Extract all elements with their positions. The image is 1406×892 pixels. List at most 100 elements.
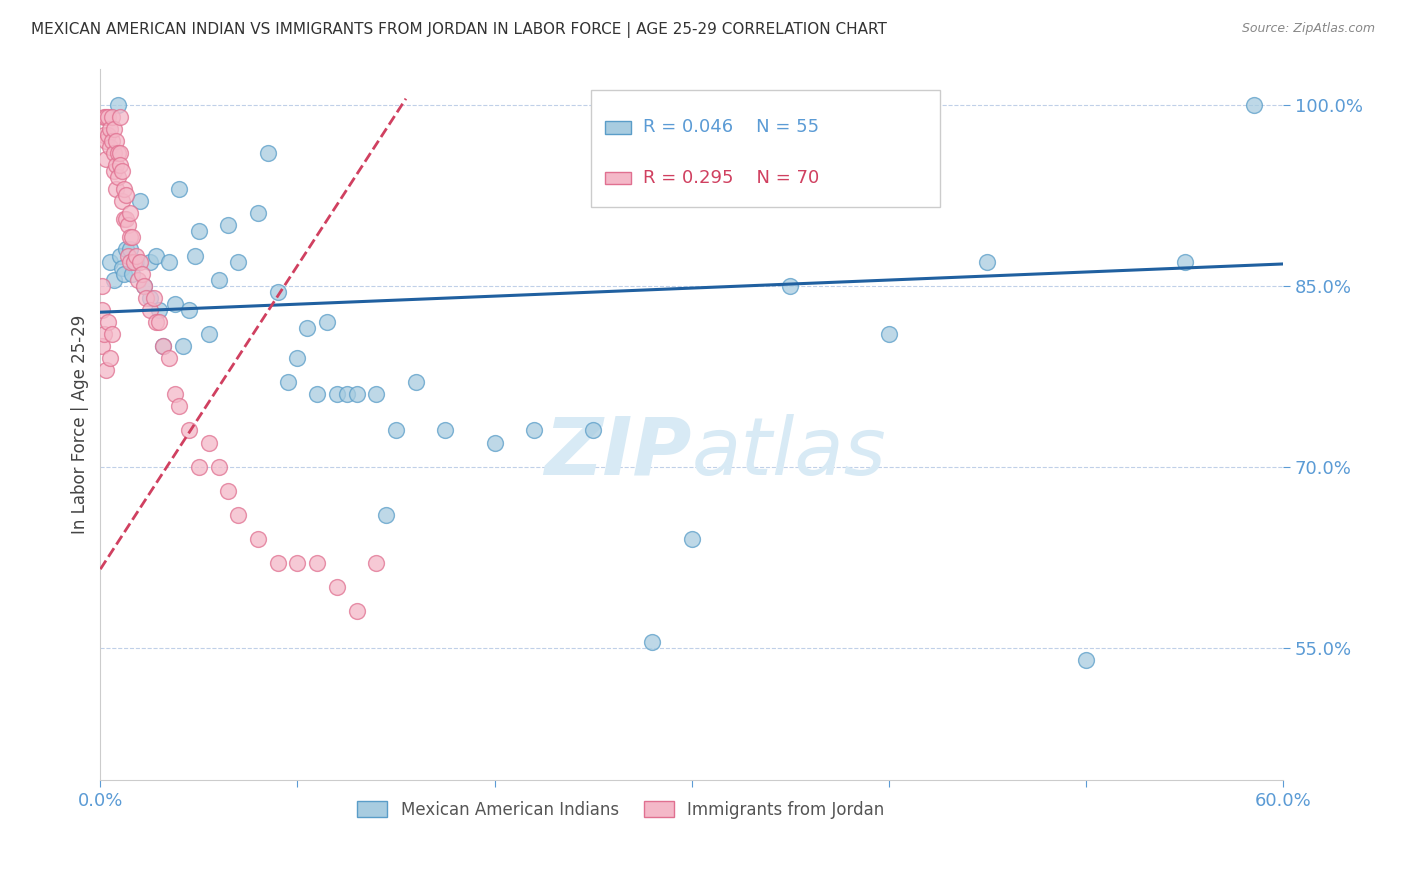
Point	[247, 532, 270, 546]
Point	[112, 212, 135, 227]
Point	[125, 254, 148, 268]
Point	[165, 297, 187, 311]
Point	[117, 219, 139, 233]
Point	[177, 302, 200, 317]
Point	[267, 285, 290, 299]
Point	[307, 556, 329, 570]
Point	[108, 158, 131, 172]
Point	[91, 339, 114, 353]
Point	[108, 145, 131, 160]
Point	[93, 128, 115, 142]
Point	[1173, 254, 1195, 268]
Point	[307, 387, 329, 401]
Point	[115, 243, 138, 257]
Text: R = 0.046    N = 55: R = 0.046 N = 55	[643, 119, 820, 136]
Point	[131, 267, 153, 281]
Point	[247, 206, 270, 220]
Point	[779, 278, 801, 293]
Point	[135, 291, 157, 305]
Point	[132, 278, 155, 293]
Point	[112, 182, 135, 196]
Point	[96, 110, 118, 124]
Point	[641, 634, 664, 648]
Point	[218, 219, 240, 233]
Point	[121, 230, 143, 244]
Point	[105, 158, 128, 172]
Text: Source: ZipAtlas.com: Source: ZipAtlas.com	[1241, 22, 1375, 36]
Point	[167, 400, 190, 414]
Point	[96, 363, 118, 377]
Point	[103, 164, 125, 178]
Point	[152, 339, 174, 353]
Point	[112, 267, 135, 281]
Point	[111, 260, 134, 275]
Point	[287, 556, 309, 570]
Point	[157, 254, 180, 268]
Point	[93, 110, 115, 124]
Point	[267, 556, 290, 570]
Point	[138, 302, 160, 317]
Point	[148, 302, 170, 317]
Point	[326, 387, 349, 401]
Text: R = 0.295    N = 70: R = 0.295 N = 70	[643, 169, 820, 187]
Point	[681, 532, 703, 546]
Point	[101, 326, 124, 341]
Legend: Mexican American Indians, Immigrants from Jordan: Mexican American Indians, Immigrants fro…	[350, 794, 891, 825]
Point	[138, 291, 160, 305]
Point	[187, 459, 209, 474]
Point	[207, 459, 229, 474]
Point	[228, 254, 250, 268]
Point	[96, 134, 118, 148]
Point	[142, 291, 165, 305]
Point	[184, 248, 207, 262]
Text: MEXICAN AMERICAN INDIAN VS IMMIGRANTS FROM JORDAN IN LABOR FORCE | AGE 25-29 COR: MEXICAN AMERICAN INDIAN VS IMMIGRANTS FR…	[31, 22, 887, 38]
Point	[105, 134, 128, 148]
Point	[98, 140, 121, 154]
Point	[115, 212, 138, 227]
Point	[91, 278, 114, 293]
Point	[1243, 97, 1265, 112]
Point	[111, 164, 134, 178]
Y-axis label: In Labor Force | Age 25-29: In Labor Force | Age 25-29	[72, 315, 89, 534]
Point	[103, 121, 125, 136]
Point	[157, 351, 180, 365]
Point	[138, 254, 160, 268]
FancyBboxPatch shape	[606, 171, 631, 185]
Point	[97, 315, 120, 329]
Point	[93, 326, 115, 341]
Point	[207, 272, 229, 286]
Point	[297, 321, 319, 335]
Point	[165, 387, 187, 401]
FancyBboxPatch shape	[591, 90, 941, 207]
Point	[98, 254, 121, 268]
Point	[197, 435, 219, 450]
Point	[218, 483, 240, 498]
FancyBboxPatch shape	[606, 121, 631, 134]
Point	[98, 351, 121, 365]
Point	[103, 145, 125, 160]
Text: atlas: atlas	[692, 414, 886, 491]
Point	[1074, 653, 1097, 667]
Point	[108, 110, 131, 124]
Point	[346, 387, 368, 401]
Point	[366, 556, 388, 570]
Point	[976, 254, 998, 268]
Point	[132, 278, 155, 293]
Point	[118, 206, 141, 220]
Point	[121, 267, 143, 281]
Point	[91, 302, 114, 317]
Point	[128, 254, 150, 268]
Point	[117, 248, 139, 262]
Point	[405, 375, 427, 389]
Point	[484, 435, 506, 450]
Point	[257, 145, 280, 160]
Point	[148, 315, 170, 329]
Point	[105, 182, 128, 196]
Point	[97, 128, 120, 142]
Point	[107, 97, 129, 112]
Point	[127, 272, 149, 286]
Point	[111, 194, 134, 209]
Point	[98, 121, 121, 136]
Point	[97, 110, 120, 124]
Point	[366, 387, 388, 401]
